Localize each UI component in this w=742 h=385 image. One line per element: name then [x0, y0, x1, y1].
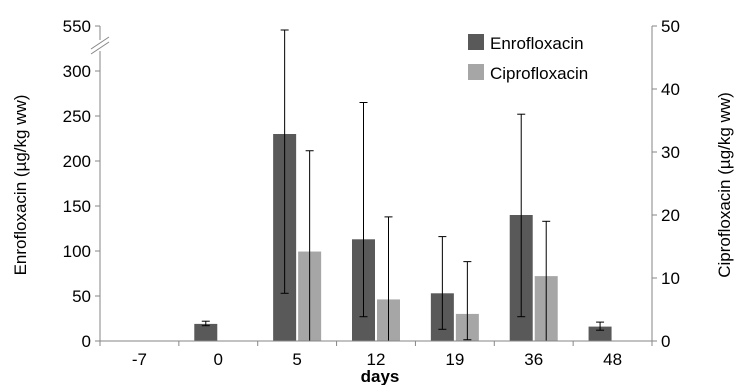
legend-label-ciprofloxacin: Ciprofloxacin: [490, 64, 588, 83]
legend: Enrofloxacin Ciprofloxacin: [468, 34, 588, 83]
bar-layer: [194, 134, 612, 341]
left-tick-label-200: 200: [63, 152, 91, 171]
x-tick-label-19: 19: [445, 350, 464, 369]
left-tick-label-150: 150: [63, 197, 91, 216]
left-tick-label-100: 100: [63, 242, 91, 261]
y-axis-label-right: Ciprofloxacin (µg/kg ww): [715, 92, 734, 278]
right-tick-label-10: 10: [661, 269, 680, 288]
left-tick-label-300: 300: [63, 62, 91, 81]
y-axis-label-left: Enrofloxacin (µg/kg ww): [11, 95, 30, 276]
x-tick-label-5: 5: [292, 350, 301, 369]
x-tick-label-0: 0: [214, 350, 223, 369]
right-tick-label-40: 40: [661, 80, 680, 99]
axis-break-mark-2: [90, 36, 110, 50]
left-tick-label-50: 50: [72, 287, 91, 306]
x-tick-label-48: 48: [603, 350, 622, 369]
left-tick-label-250: 250: [63, 107, 91, 126]
right-tick-label-30: 30: [661, 143, 680, 162]
bar-enrofloxacin-48: [588, 326, 612, 341]
legend-label-enrofloxacin: Enrofloxacin: [490, 34, 584, 53]
legend-swatch-enrofloxacin: [468, 34, 484, 50]
legend-swatch-ciprofloxacin: [468, 64, 484, 80]
right-tick-label-20: 20: [661, 206, 680, 225]
left-tick-label-0: 0: [82, 332, 91, 351]
x-axis-label: days: [361, 367, 400, 385]
right-tick-label-0: 0: [661, 332, 670, 351]
left-tick-label-550: 550: [63, 17, 91, 36]
axes-layer: [90, 26, 653, 342]
axis-break-mark-1: [90, 41, 110, 55]
left-axis-ticks: 0 50 100 150 200 250 300 550: [63, 17, 100, 351]
x-tick-label-36: 36: [524, 350, 543, 369]
right-tick-label-50: 50: [661, 17, 680, 36]
right-axis-ticks: 0 10 20 30 40 50: [652, 17, 680, 351]
bar-enrofloxacin-0: [194, 323, 218, 341]
x-axis-ticks: -7 0 5 12 19 36 48: [99, 341, 653, 369]
x-tick-label-12: 12: [367, 350, 386, 369]
x-tick-label--7: -7: [132, 350, 147, 369]
